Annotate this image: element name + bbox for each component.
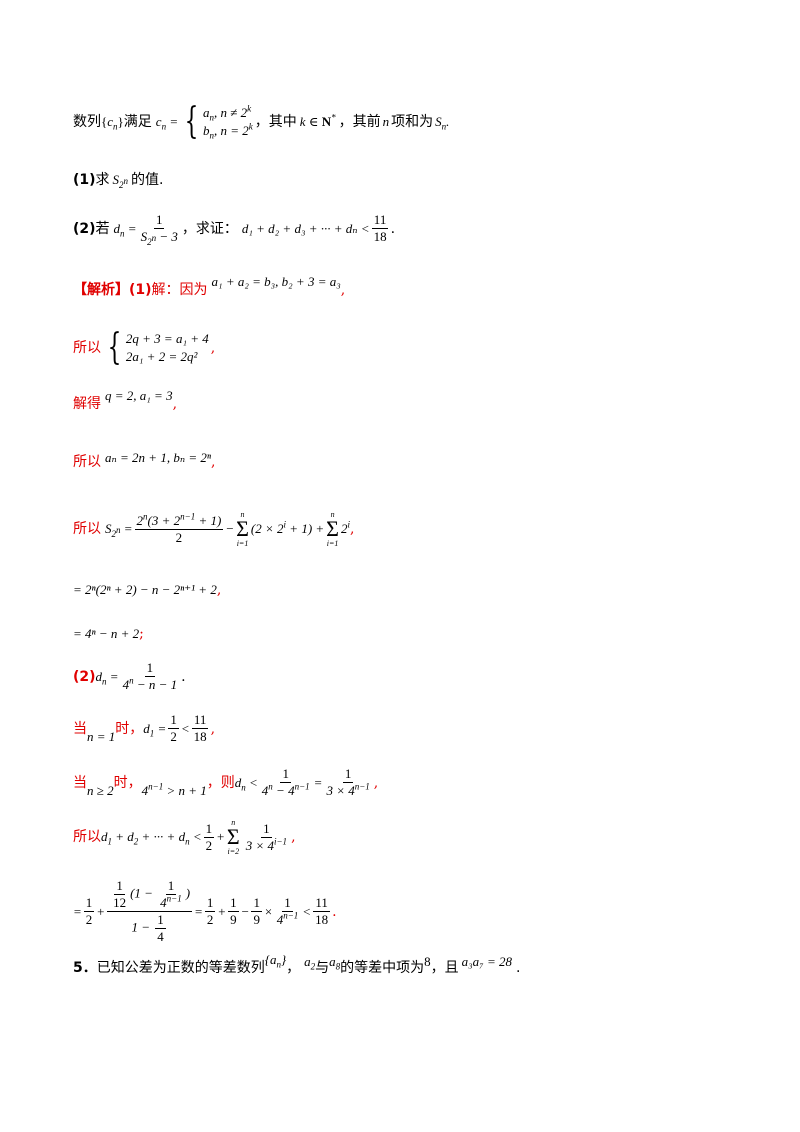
frac-11-18: 11 18 [371, 212, 389, 244]
q1-label: (1) [73, 172, 96, 188]
sys-eq2: 2a₁ + 2 = 2q² [125, 349, 198, 364]
line-6: = 2ⁿ(2ⁿ + 2) − n − 2ⁿ⁺¹ + 2 , [73, 582, 222, 598]
then2-label: ，则 [206, 774, 235, 791]
frac-11-18-c: 11 18 [313, 895, 330, 927]
intro-where: ，其中 [254, 114, 297, 130]
d-sum: d1 + d2 + ··· + dn < [101, 829, 202, 847]
solve-line: 解得 q = 2, a₁ = 3 , [73, 388, 178, 412]
an-line: 所以 aₙ = 2n + 1, bₙ = 2ⁿ , [73, 450, 216, 470]
S-n: Sn. [435, 114, 450, 132]
S-2n-eq: S2n = [105, 521, 133, 539]
when-label-1: 当 [73, 720, 87, 737]
so-label-1: 所以 [73, 340, 101, 356]
line-7: = 4ⁿ − n + 2 ; [73, 626, 144, 642]
a8: a8 [329, 954, 341, 972]
d1-eq: d1 = [143, 720, 167, 739]
solve-label: 解得 [73, 396, 101, 412]
question-1: (1) 求 S2n 的值. [73, 170, 164, 190]
d-n-fraction: 1 S2n − 3 [140, 212, 178, 247]
n-letter: n [382, 114, 390, 129]
intro-sum-text: ，其前 [338, 114, 381, 130]
n-eq-1: n = 1 [87, 728, 116, 744]
p5-text2: ， [286, 960, 301, 976]
then-label-1: 时， [115, 720, 144, 737]
set-c-symbol: {cn} [101, 114, 124, 132]
problem-statement: 数列 {cn} 满足 cn = { an, n ≠ 2k bn, n = 2k … [73, 101, 450, 142]
p5-text3: 与 [315, 960, 330, 976]
piecewise-def: cn = [155, 114, 179, 132]
so2-label: 所以 [73, 829, 101, 845]
part1-text: 解：因为 [151, 282, 208, 298]
ineq-4n: 4n−1 > n + 1 [141, 781, 207, 798]
system-line: 所以 { 2q + 3 = a₁ + 4 2a₁ + 2 = 2q² , [73, 327, 216, 368]
case-b: bn, n = 2k [203, 121, 253, 141]
p5-eq: a₃a₇ = 28 [461, 954, 512, 969]
sys-eq1: 2q + 3 = a₁ + 4 [125, 331, 209, 346]
frac-bound-1: 1 4n − 4n−1 [261, 766, 310, 798]
eq1: a₁ + a₂ = b₃, b₂ + 3 = a₃ [211, 274, 341, 289]
eq-an: aₙ = 2n + 1, bₙ = 2ⁿ [105, 450, 211, 465]
when-label-2: 当 [73, 774, 87, 791]
n-geq-2: n ≥ 2 [87, 782, 114, 798]
S-2n: S2n [112, 172, 129, 190]
eq-line7: = 4ⁿ − n + 2 [73, 626, 140, 641]
p5-number: 5． [73, 960, 97, 976]
frac-11-18-b: 11 18 [191, 712, 209, 744]
problem-5: 5． 已知公差为正数的等差数列 {an} ， a2 与 a8 的等差中项为 8 … [73, 952, 521, 978]
solution-part1: 【解析】 (1) 解：因为 a₁ + a₂ = b₃, b₂ + 3 = a₃ … [73, 274, 346, 298]
q2-label: (2) [73, 220, 96, 237]
q2-inequality: d₁ + d₂ + d₃ + ··· + dₙ < [241, 220, 370, 236]
q1-text: 求 [95, 172, 110, 188]
question-2: (2) 若 dn = 1 S2n − 3 ，求证： d₁ + d₂ + d₃ +… [73, 212, 396, 247]
q2-text: 若 [95, 220, 110, 237]
p5-text4: 的等差中项为 [340, 960, 425, 976]
part2-label: (2) [73, 668, 96, 685]
eq-q: q = 2, a₁ = 3 [105, 388, 173, 403]
intro-satisfy: 满足 [123, 114, 152, 130]
dn-fraction: 1 4n − n − 1 [122, 660, 178, 692]
p5-text1: 已知公差为正数的等差数列 [96, 960, 265, 976]
part2-line: (2) dn = 1 4n − n − 1 . [73, 660, 186, 692]
case-n2: 当 n ≥ 2 时， 4n−1 > n + 1 ，则 dn < 1 4n − 4n… [73, 766, 378, 799]
p5-value8: 8 [424, 954, 431, 969]
piecewise-system: { an, n ≠ 2k bn, n = 2k [184, 101, 253, 142]
q2-prove: ，求证： [181, 220, 238, 237]
dn-eq: dn = [95, 668, 119, 687]
case-a: an, n ≠ 2k [203, 103, 252, 123]
k-in-N: k ∈ N* [299, 112, 336, 129]
eq-line6: = 2ⁿ(2ⁿ + 2) − n − 2ⁿ⁺¹ + 2 [73, 582, 217, 597]
sum-2-body: 2i [340, 519, 350, 536]
intro-sum-text2: 项和为 [391, 114, 434, 130]
S-fraction: 2n(3 + 2n−1 + 1) 2 [134, 511, 224, 545]
p5-end: . [515, 960, 521, 976]
q1-text2: 的值. [131, 172, 164, 188]
part1-label: (1) [129, 282, 152, 298]
analysis-label: 【解析】 [73, 282, 129, 298]
dn-lt: dn < [234, 774, 258, 793]
so-label-2: 所以 [73, 454, 101, 470]
d-n-def: dn = [113, 220, 137, 239]
set-a-n: {an} [264, 952, 287, 970]
so-label-3: 所以 [73, 521, 101, 537]
p5-text5: ，且 [430, 960, 459, 976]
equation-system: { 2q + 3 = a₁ + 4 2a₁ + 2 = 2q² [107, 327, 209, 368]
sum-1-body: (2 × 2i + 1) + [250, 519, 325, 536]
then-label-2: 时， [113, 774, 142, 791]
intro-prefix: 数列 [73, 114, 101, 130]
a2: a2 [304, 954, 316, 972]
